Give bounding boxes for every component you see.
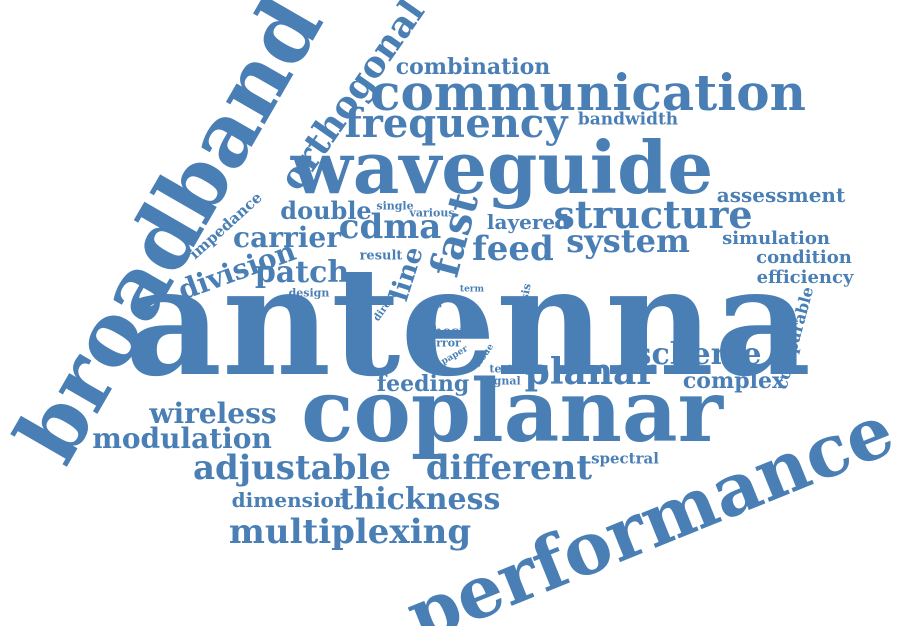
word-antenna: antenna [124, 234, 812, 410]
word-combination: combination [395, 54, 551, 80]
word-simulation: simulation [722, 228, 830, 249]
word-patch: patch [254, 255, 350, 290]
word-testing: testing [489, 362, 533, 376]
word-planar: planar [524, 351, 656, 393]
word-design: design [288, 286, 330, 300]
word-different: different [425, 448, 593, 488]
word-result: result [359, 248, 403, 264]
word-feed: feed [472, 229, 554, 269]
word-loss: loss [422, 300, 442, 311]
word-term: term [459, 284, 485, 295]
word-waveguide: waveguide [290, 125, 714, 210]
word-frequency: frequency [344, 100, 568, 147]
word-signal: signal [483, 374, 521, 388]
word-thesis: thesis [425, 324, 473, 340]
word-adjustable: adjustable [192, 448, 392, 488]
word-various: various [409, 206, 455, 220]
word-double: double [280, 196, 372, 225]
word-cdma: cdma [338, 207, 442, 247]
word-structure: structure [553, 192, 753, 237]
word-carrier: carrier [233, 221, 341, 254]
word-layered: layered [486, 210, 570, 234]
word-scheme: scheme [634, 337, 762, 372]
word-condition: condition [756, 247, 852, 268]
word-thickness: thickness [339, 482, 501, 517]
word-error: error [429, 336, 461, 350]
word-wireless: wireless [149, 397, 277, 430]
word-modulation: modulation [92, 422, 272, 455]
word-assessment: assessment [716, 183, 846, 207]
word-complex: complex [682, 368, 786, 394]
word-system: system [566, 222, 690, 260]
word-efficiency: efficiency [756, 267, 854, 288]
word-feeding: feeding [376, 371, 470, 397]
word-spectral: spectral [591, 449, 659, 468]
word-single: single [376, 199, 414, 213]
word-bandwidth: bandwidth [577, 109, 679, 130]
word-multiplexing: multiplexing [228, 512, 472, 552]
word-coplanar: coplanar [301, 361, 723, 462]
word-dimension: dimension [231, 488, 349, 512]
word-communication: communication [370, 63, 806, 122]
